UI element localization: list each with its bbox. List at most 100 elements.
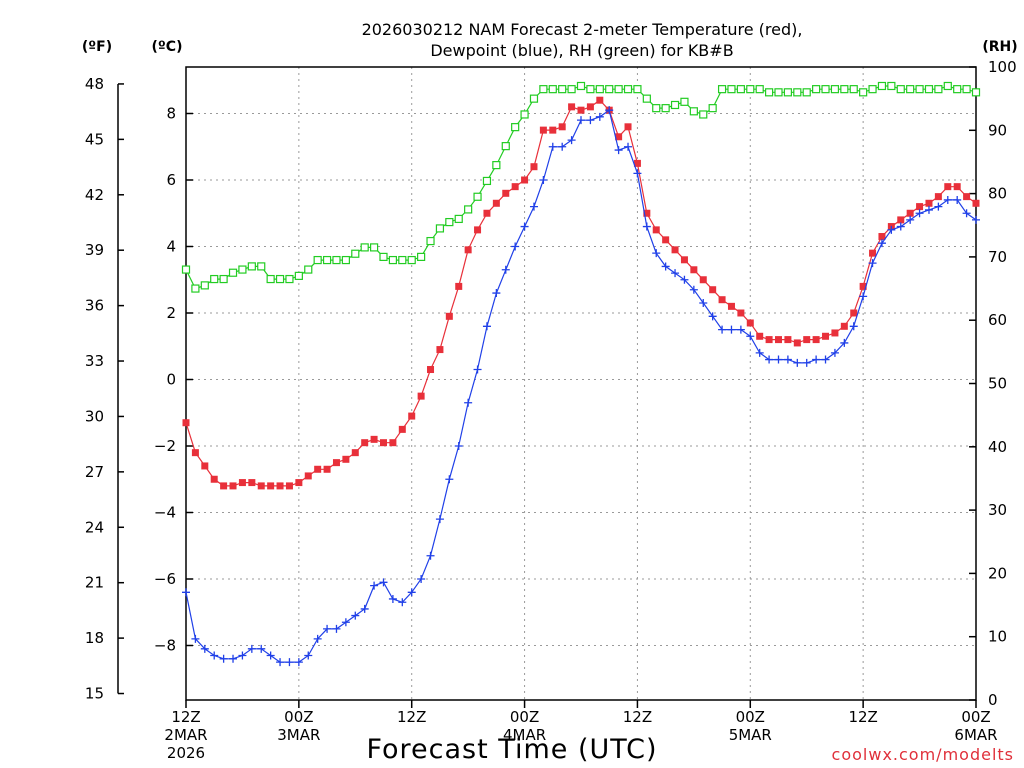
- temperature-point: [906, 209, 914, 217]
- dewpoint-point: [830, 348, 839, 357]
- relative-humidity-point: [642, 94, 651, 103]
- dewpoint-point: [802, 358, 811, 367]
- temperature-point: [671, 246, 679, 254]
- temperature-point: [474, 226, 482, 234]
- dewpoint-point: [482, 322, 491, 331]
- relative-humidity-point: [369, 243, 379, 252]
- credit-link[interactable]: coolwx.com/modelts: [832, 745, 1014, 764]
- temperature-point: [464, 246, 472, 254]
- dewpoint-point: [426, 551, 435, 560]
- rh-tick-label: 40: [988, 438, 1007, 456]
- relative-humidity-point: [746, 85, 755, 94]
- temperature-point: [586, 103, 594, 111]
- dewpoint-point: [699, 299, 708, 308]
- fahrenheit-tick-label: 48: [85, 75, 104, 93]
- x-tick-label: 12Z: [623, 708, 652, 726]
- temperature-point: [445, 312, 453, 320]
- dewpoint-point: [445, 475, 454, 484]
- dewpoint-point: [285, 658, 294, 667]
- rh-tick-label: 90: [988, 121, 1007, 139]
- temperature-point: [633, 159, 641, 167]
- temperature-point: [436, 346, 444, 354]
- dewpoint-point: [680, 275, 689, 284]
- gridlines: [186, 67, 976, 700]
- relative-humidity-point: [539, 85, 548, 94]
- relative-humidity-point: [896, 85, 905, 94]
- temperature-point: [934, 193, 942, 201]
- fahrenheit-tick-label: 33: [85, 352, 104, 370]
- x-tick-label: 00Z: [284, 708, 313, 726]
- temperature-point: [427, 366, 435, 374]
- temperature-point: [248, 479, 256, 487]
- dewpoint-point: [388, 594, 397, 603]
- temperature-point: [709, 286, 717, 294]
- x-tick-label: 3MAR: [277, 726, 320, 744]
- relative-humidity-point: [247, 262, 256, 271]
- dewpoint-point: [953, 195, 962, 204]
- dewpoint-point: [906, 215, 915, 224]
- dewpoint-point: [708, 312, 717, 321]
- temperature-point: [285, 482, 293, 490]
- fahrenheit-tick-label: 24: [85, 518, 104, 536]
- dewpoint-point: [511, 242, 520, 251]
- fahrenheit-tick-label: 45: [85, 130, 104, 148]
- data-series: [181, 81, 981, 667]
- dewpoint-point: [407, 588, 416, 597]
- dewpoint-point: [718, 325, 727, 334]
- temperature-point: [521, 176, 529, 184]
- relative-humidity-point: [473, 192, 482, 201]
- x-tick-label: 6MAR: [954, 726, 997, 744]
- relative-humidity-point: [445, 217, 454, 227]
- x-tick-label: 12Z: [848, 708, 877, 726]
- x-axis-label: Forecast Time (UTC): [366, 734, 657, 765]
- temperature-point: [897, 216, 905, 224]
- rh-tick-label: 0: [988, 691, 998, 709]
- relative-humidity-point: [877, 81, 887, 91]
- temperature-point: [332, 459, 340, 467]
- chart-title-line1: 2026030212 NAM Forecast 2-meter Temperat…: [362, 20, 803, 39]
- rh-tick-label: 20: [988, 564, 1007, 582]
- temperature-point: [925, 199, 933, 207]
- relative-humidity-point: [332, 255, 341, 265]
- dewpoint-point: [595, 112, 604, 121]
- dewpoint-point: [642, 222, 651, 231]
- dewpoint-point: [887, 225, 896, 234]
- celsius-unit-label: (ºC): [152, 39, 183, 55]
- x-tick-label: 12Z: [171, 708, 200, 726]
- relative-humidity-point: [275, 274, 285, 284]
- relative-humidity-point: [755, 85, 764, 94]
- dewpoint-point: [304, 651, 313, 660]
- temperature-point: [784, 336, 792, 344]
- relative-humidity-point: [210, 274, 219, 284]
- temperature-point: [370, 435, 378, 443]
- dewpoint-point: [614, 146, 623, 155]
- relative-humidity-point: [774, 88, 783, 97]
- x-tick-label: 5MAR: [729, 726, 772, 744]
- dewpoint-point: [840, 338, 849, 347]
- chart-title-line2: Dewpoint (blue), RH (green) for KB#B: [430, 41, 733, 60]
- dewpoint-point: [313, 634, 322, 643]
- relative-humidity-point: [548, 85, 557, 94]
- temperature-point: [549, 126, 557, 134]
- relative-humidity-point: [417, 252, 426, 261]
- temperature-point: [295, 479, 303, 487]
- temperature-line: [185, 99, 977, 487]
- temperature-point: [596, 96, 604, 104]
- dewpoint-line: [185, 109, 977, 663]
- rh-tick-label: 70: [988, 248, 1007, 266]
- temperature-point: [361, 439, 369, 447]
- temperature-point: [229, 482, 237, 490]
- dewpoint-point: [520, 222, 529, 231]
- dewpoint-point: [210, 651, 219, 660]
- dewpoint-point: [341, 618, 350, 627]
- relative-humidity-point: [238, 265, 247, 274]
- dewpoint-point: [351, 611, 360, 620]
- dewpoint-point: [332, 624, 341, 633]
- rh-unit-label: (RH): [982, 39, 1017, 55]
- x-tick-label: 2026: [167, 744, 205, 762]
- dewpoint-point: [529, 202, 538, 211]
- temperature-point: [455, 282, 463, 290]
- celsius-tick-label: −2: [154, 437, 176, 455]
- dewpoint-point: [783, 355, 792, 364]
